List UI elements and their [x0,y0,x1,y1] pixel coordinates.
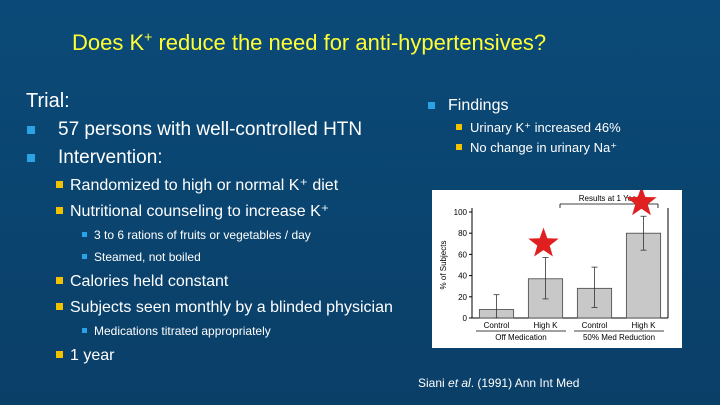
bullet-square-icon [27,126,35,134]
y-tick-label: 40 [458,272,467,281]
citation: Siani et al. (1991) Ann Int Med [418,376,580,390]
category-label: High K [631,321,656,330]
y-tick-label: 100 [454,208,468,217]
trial-label: Trial: [26,90,70,112]
trial-section: Trial: 57 persons with well-controlled H… [26,90,416,371]
chart-title: Results at 1 Year [579,194,640,203]
y-tick-label: 20 [458,293,467,302]
bullet-square-icon [56,207,63,214]
bullet-square-icon [56,303,63,310]
y-tick-label: 0 [463,314,468,323]
category-label: High K [533,321,558,330]
category-label: Control [484,321,510,330]
bullet-item-level-2: Subjects seen monthly by a blinded physi… [26,297,416,318]
findings-heading: Findings [428,96,708,115]
finding-item: Urinary K⁺ increased 46% [428,119,708,136]
group-label: 50% Med Reduction [583,333,655,342]
bullet-item-level-1: 57 persons with well-controlled HTN [26,119,416,141]
bullet-square-icon [82,328,87,333]
bullet-square-icon [56,277,63,284]
category-label: Control [582,321,608,330]
trial-bullet-list: 57 persons with well-controlled HTN Inter… [26,119,416,366]
y-tick-label: 80 [458,229,467,238]
bullet-square-icon [82,232,87,237]
bullet-square-icon [456,144,462,150]
group-label: Off Medication [495,333,546,342]
y-tick-label: 60 [458,250,467,259]
bullet-item-level-2: 1 year [26,345,416,366]
findings-section: Findings Urinary K⁺ increased 46% No chan… [428,96,708,159]
bullet-square-icon [56,181,63,188]
star-icon [626,186,657,216]
bullet-square-icon [56,351,63,358]
bullet-item-level-3: 3 to 6 rations of fruits or vegetables /… [26,227,416,243]
bullet-item-level-3: Steamed, not boiled [26,249,416,265]
slide-title: Does K+ reduce the need for anti-hyperte… [72,28,547,55]
bullet-item-level-2: Randomized to high or normal K⁺ diet [26,175,416,196]
finding-item: No change in urinary Na⁺ [428,139,708,156]
bullet-square-icon [27,154,35,162]
bullet-item-level-2: Calories held constant [26,271,416,292]
findings-list: Urinary K⁺ increased 46% No change in uri… [428,119,708,156]
bullet-item-level-3: Medications titrated appropriately [26,323,416,339]
bullet-square-icon [428,102,435,109]
results-bar-chart: 0 20 40 60 80 100 % of Subjects Control High K Co… [439,186,669,342]
results-chart: 0 20 40 60 80 100 % of Subjects Control High K Co… [432,186,682,348]
bullet-square-icon [456,124,462,130]
y-axis-label: % of Subjects [439,241,448,290]
bullet-item-level-2: Nutritional counseling to increase K⁺ [26,201,416,222]
bullet-item-level-1: Intervention: [26,147,416,169]
star-icon [528,227,559,257]
bullet-square-icon [82,254,87,259]
